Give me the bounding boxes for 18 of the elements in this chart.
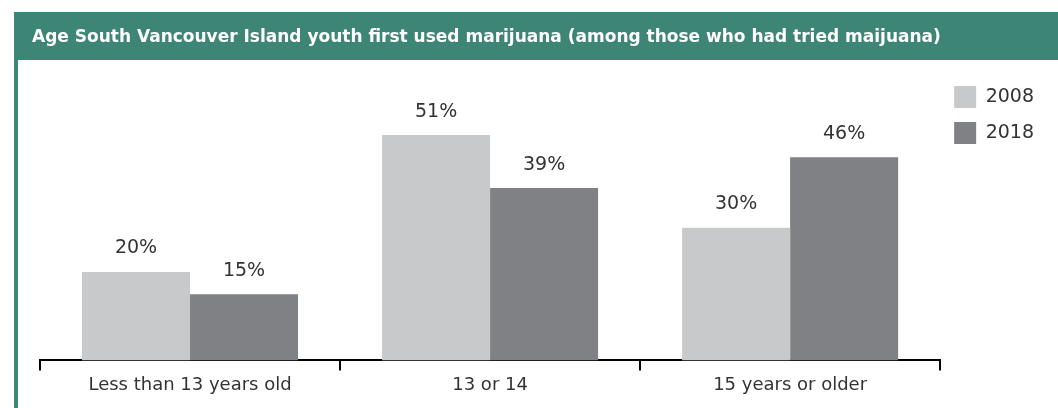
- x-tick-label: 15 years or older: [713, 372, 868, 394]
- data-label: 20%: [114, 235, 158, 258]
- bar: [790, 157, 899, 361]
- data-label: 46%: [823, 120, 866, 143]
- bar: [382, 135, 491, 361]
- data-label: 15%: [222, 257, 266, 280]
- bar: [490, 188, 599, 361]
- data-label: 30%: [715, 191, 758, 214]
- data-label: 51%: [414, 98, 458, 121]
- bar: [82, 272, 191, 361]
- data-label: 39%: [522, 151, 566, 174]
- bar: [190, 294, 299, 361]
- legend-label: 2018: [985, 119, 1035, 142]
- chart-title: Age South Vancouver Island youth first used marijuana (among those who had tried maijuana): [14, 12, 1058, 60]
- x-tick-label: 13 or 14: [452, 372, 528, 394]
- legend-label: 2008: [985, 83, 1035, 106]
- x-tick-label: Less than 13 years old: [88, 372, 292, 394]
- bar: [682, 227, 791, 361]
